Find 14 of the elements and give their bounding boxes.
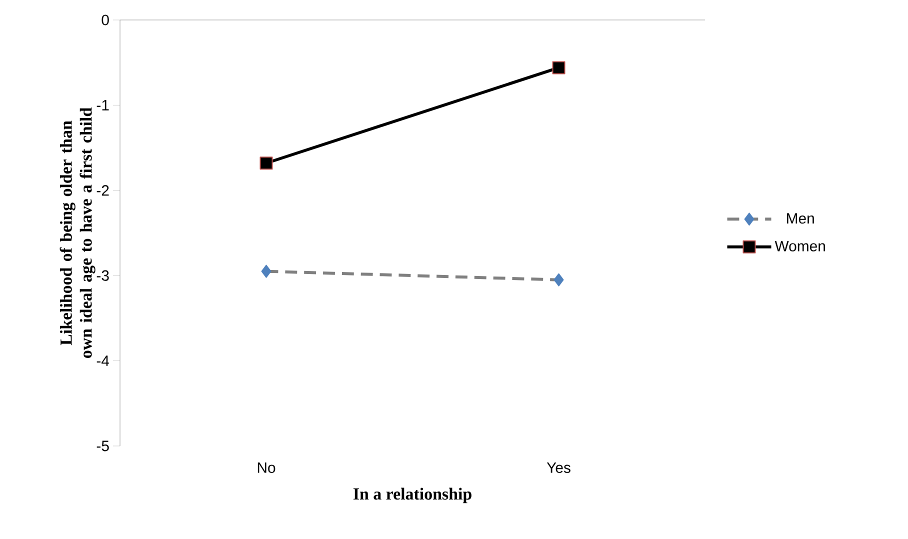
y-tick-label: -1 bbox=[96, 100, 109, 110]
y-axis-title: Likelihood of being older than own ideal age to have a first child bbox=[60, 108, 96, 358]
y-tick-label: 0 bbox=[102, 14, 109, 26]
y-tick-label: -2 bbox=[96, 185, 109, 196]
x-tick-label: No bbox=[258, 462, 276, 473]
y-tick-label: -3 bbox=[96, 270, 109, 281]
legend-label: Women bbox=[774, 240, 825, 252]
point bbox=[552, 61, 566, 74]
point bbox=[260, 156, 273, 170]
x-tick-label: Yes bbox=[546, 462, 570, 473]
legend-label: Men bbox=[787, 213, 814, 224]
y-tick-label: -5 bbox=[96, 440, 109, 452]
y-tick-label: -4 bbox=[96, 356, 110, 366]
x-axis-title: In a relationship bbox=[353, 488, 472, 504]
